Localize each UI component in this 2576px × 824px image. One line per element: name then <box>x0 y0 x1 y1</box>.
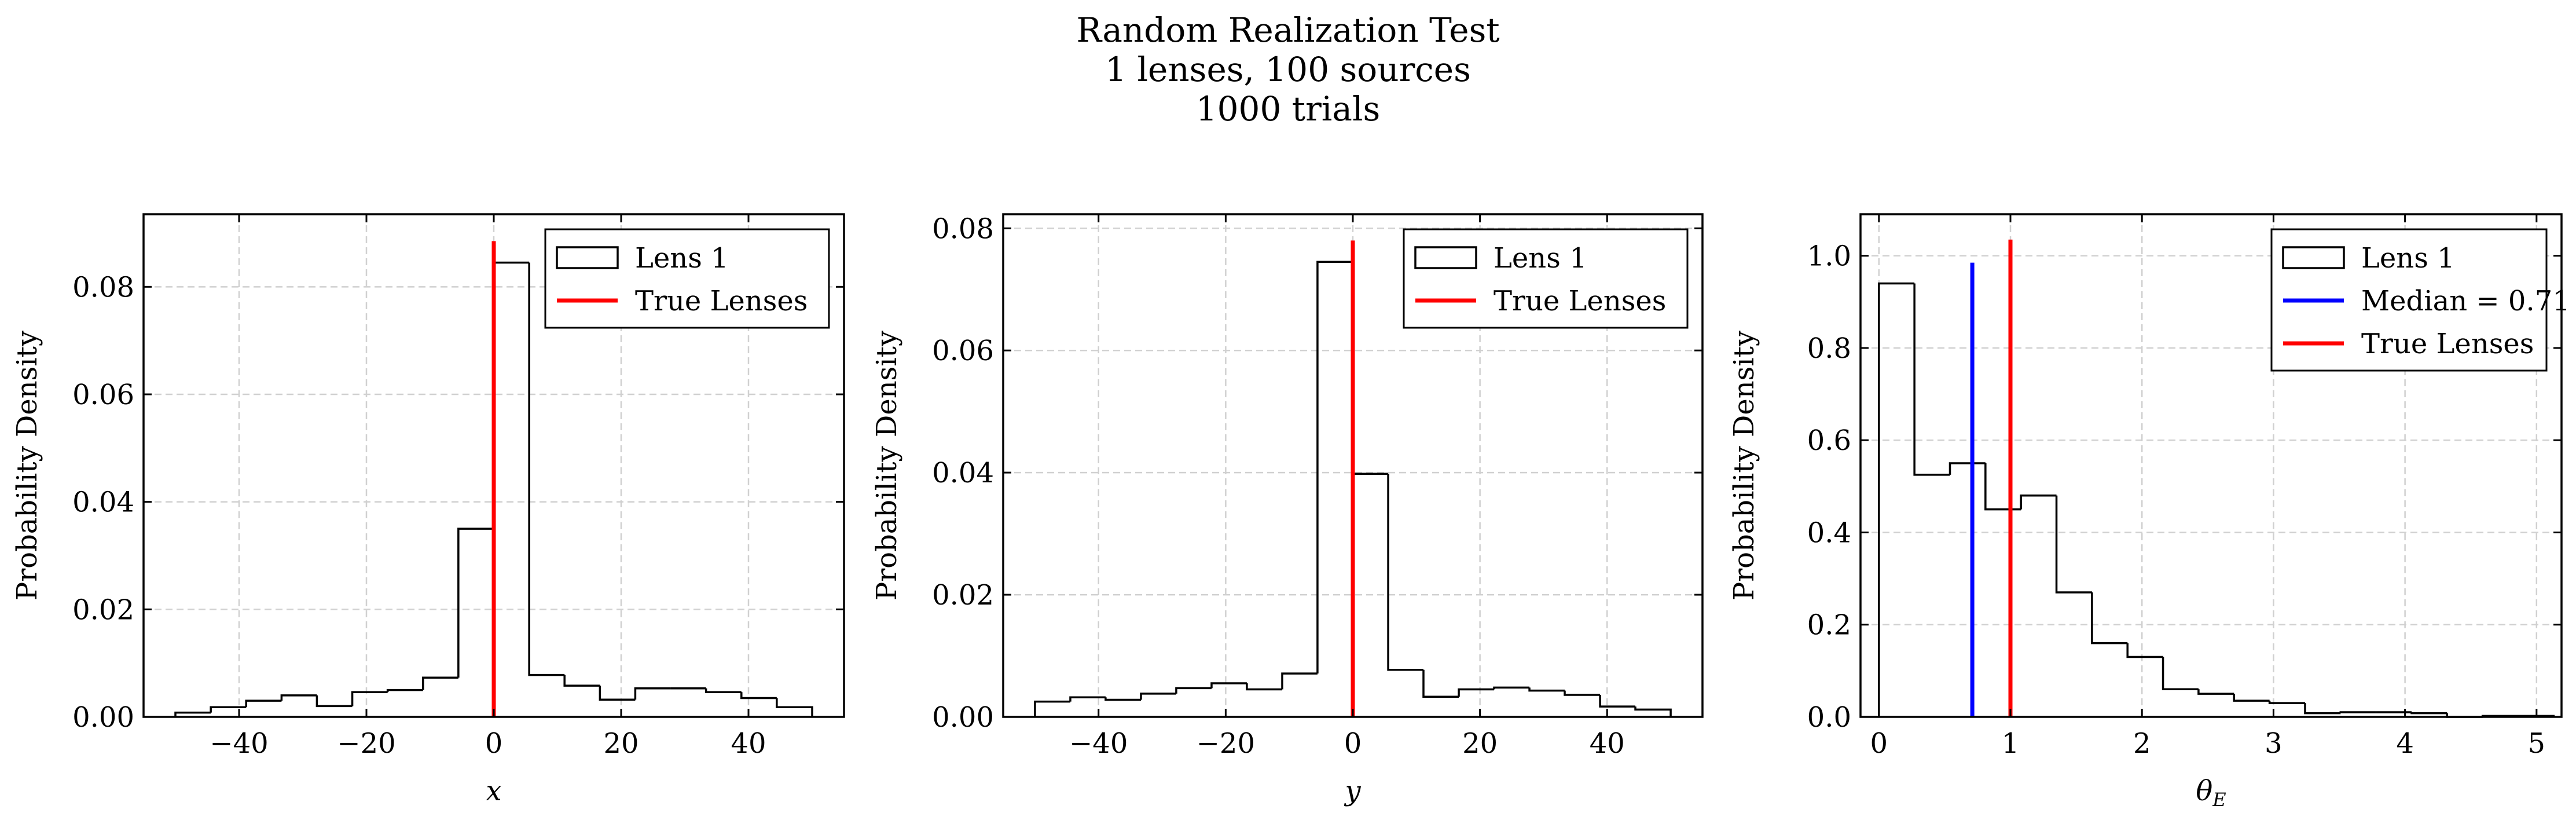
x-tick-label: 0 <box>1870 727 1888 760</box>
legend-label: Lens 1 <box>1494 242 1587 274</box>
histogram-bar <box>1247 683 1282 690</box>
x-tick-label: −20 <box>337 727 395 760</box>
x-axis-label: x <box>486 775 501 807</box>
x-tick-label: 2 <box>2133 727 2151 760</box>
x-axis-label: θE <box>2196 775 2226 811</box>
y-axis-label: Probability Density <box>11 331 43 600</box>
histogram-bar <box>2340 712 2376 713</box>
histogram-bar <box>706 689 742 692</box>
histogram-bar <box>635 689 670 700</box>
y-tick-label: 0.00 <box>932 701 994 734</box>
histogram-bar <box>1141 694 1176 700</box>
histogram-bar <box>1106 697 1141 700</box>
histogram-bar <box>246 701 281 707</box>
histogram-bar <box>742 692 777 698</box>
y-tick-label: 0.6 <box>1807 424 1851 457</box>
x-tick-label: 40 <box>1590 727 1625 760</box>
y-tick-label: 0.08 <box>932 213 994 245</box>
x-tick-label: 0 <box>485 727 503 760</box>
histogram-bar <box>1176 688 1212 693</box>
y-tick-label: 0.02 <box>932 579 994 611</box>
legend-label: True Lenses <box>1494 285 1666 317</box>
y-tick-label: 0.00 <box>72 701 134 734</box>
histogram-bar <box>1565 691 1600 695</box>
x-tick-label: 3 <box>2265 727 2283 760</box>
legend-label: True Lenses <box>2361 328 2534 360</box>
y-axis-label: Probability Density <box>871 331 903 600</box>
histogram-bar <box>494 263 529 529</box>
histogram-bar <box>2021 496 2056 510</box>
histogram-bar <box>600 686 635 700</box>
histogram-bar <box>2163 657 2199 689</box>
histogram-bar <box>2270 701 2305 703</box>
histogram-bar <box>1529 687 1565 690</box>
histogram-bar <box>2305 703 2340 713</box>
legend-label: Lens 1 <box>635 242 729 274</box>
y-tick-label: 0.04 <box>72 486 134 519</box>
histogram-bar <box>2199 689 2234 694</box>
histogram-bar <box>1212 683 1247 688</box>
y-tick-label: 0.0 <box>1807 701 1851 734</box>
histogram-bar <box>1070 697 1106 701</box>
histogram-bar <box>353 692 388 706</box>
histogram-bar <box>1318 262 1353 673</box>
histogram-bar <box>1035 702 1070 717</box>
histogram-bar <box>1353 262 1388 474</box>
histogram-bar <box>1600 695 1635 706</box>
histogram-bar <box>777 698 812 717</box>
histogram-bar <box>1950 463 1985 475</box>
x-tick-label: −40 <box>1069 727 1128 760</box>
chart-panel-2: −40 −20 0 20 40 0.00 0.02 0.04 0.06 0.08 y Probabil… <box>871 213 1702 807</box>
y-tick-label: 0.06 <box>72 379 134 411</box>
histogram-bar <box>317 695 352 706</box>
y-tick-label: 1.0 <box>1807 240 1851 273</box>
histogram-bar <box>1388 474 1423 670</box>
y-tick-label: 0.4 <box>1807 517 1851 549</box>
x-axis-label-subscript: E <box>2212 789 2226 811</box>
histogram-bar <box>2092 592 2127 643</box>
histogram-bar <box>1494 687 1529 689</box>
histogram-bar <box>1423 670 1459 697</box>
y-tick-label: 0.8 <box>1807 332 1851 365</box>
histogram-bar <box>281 695 317 701</box>
histogram-bar <box>2234 694 2269 701</box>
histogram-bar <box>2057 496 2092 592</box>
x-tick-label: −40 <box>210 727 268 760</box>
histogram-bar <box>2412 712 2447 713</box>
x-tick-label: 5 <box>2528 727 2546 760</box>
x-axis-label: y <box>1344 775 1361 807</box>
histogram-bar <box>564 675 600 686</box>
histogram-bar <box>1986 463 2021 510</box>
histogram-bar <box>388 690 423 693</box>
x-tick-label: 20 <box>1462 727 1498 760</box>
chart-panel-1: −40 −20 0 20 40 0.00 0.02 0.04 0.06 0.08 x Probabil… <box>11 214 844 807</box>
x-tick-label: 0 <box>1344 727 1362 760</box>
histogram-bar <box>211 707 246 712</box>
x-tick-label: 40 <box>731 727 766 760</box>
histogram-bar <box>458 529 494 677</box>
y-tick-label: 0.06 <box>932 335 994 367</box>
x-tick-label: 20 <box>603 727 639 760</box>
y-tick-label: 0.08 <box>72 271 134 303</box>
x-tick-label: 1 <box>2002 727 2020 760</box>
chart-panel-3: 0 1 2 3 4 5 0.0 0.2 0.4 0.6 0.8 1.0 θE Probability De… <box>1728 214 2570 811</box>
legend-label: Lens 1 <box>2361 242 2455 274</box>
histogram-bar <box>2127 643 2163 657</box>
histogram-bar <box>1914 283 1950 474</box>
y-tick-label: 0.04 <box>932 457 994 489</box>
histogram-bar <box>1459 690 1494 697</box>
legend-label: True Lenses <box>635 285 808 317</box>
histogram-bar <box>423 677 458 690</box>
y-axis-label: Probability Density <box>1728 331 1760 600</box>
y-tick-label: 0.2 <box>1807 609 1851 642</box>
legend-label: Median = 0.71 <box>2361 285 2570 317</box>
y-tick-label: 0.02 <box>72 594 134 626</box>
x-tick-label: −20 <box>1197 727 1255 760</box>
histogram-bar <box>1282 673 1318 689</box>
x-tick-label: 4 <box>2396 727 2414 760</box>
histogram-bar <box>1635 706 1671 717</box>
